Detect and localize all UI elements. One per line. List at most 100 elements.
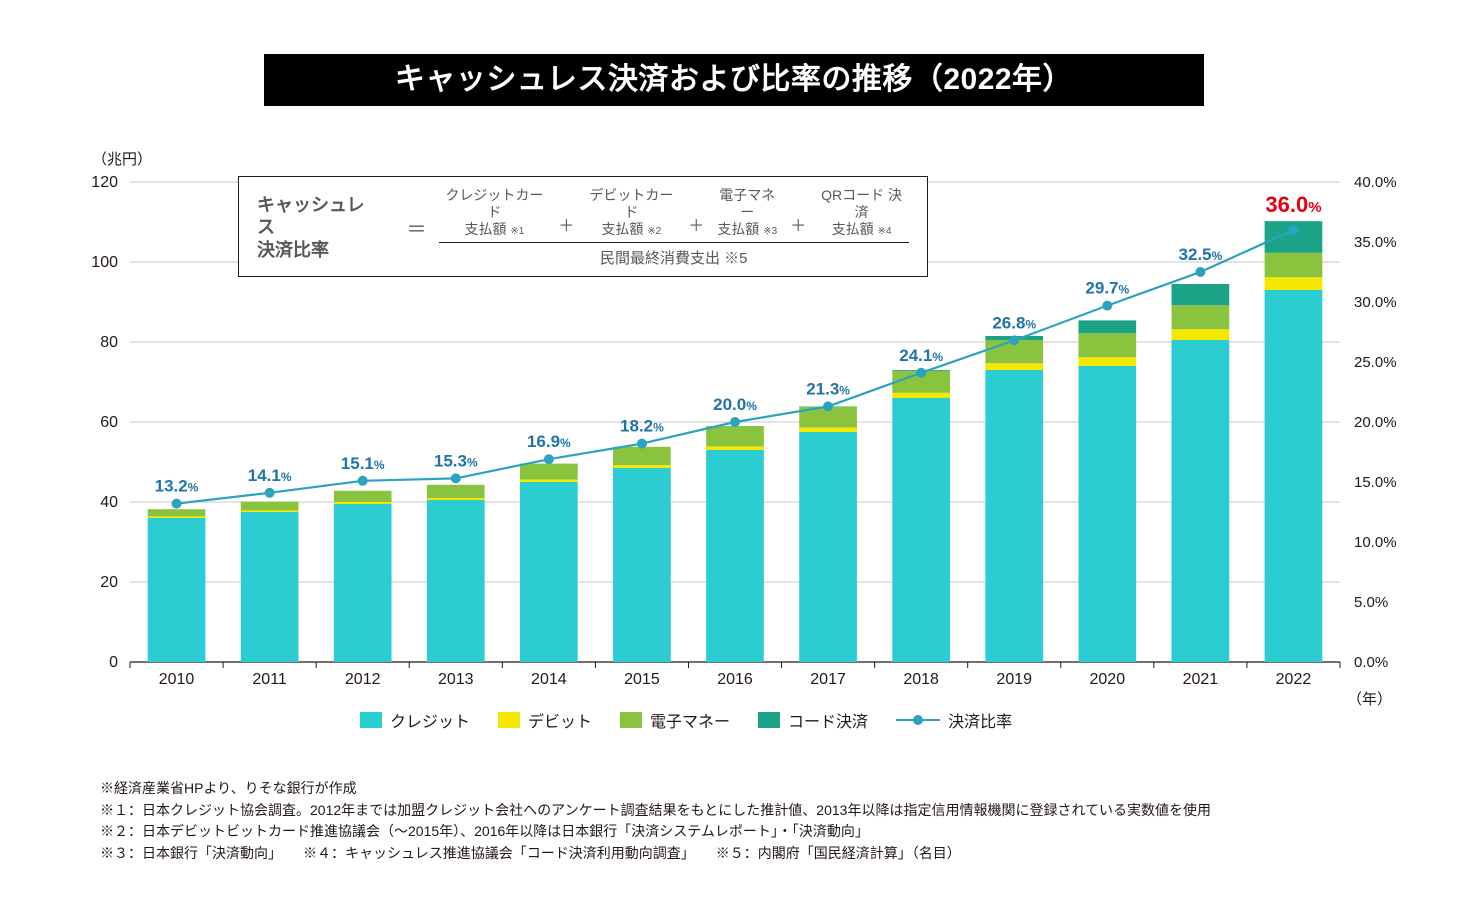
- bar-credit: [1078, 366, 1136, 662]
- bar-debit: [985, 363, 1043, 370]
- footnote-line: ※１：日本クレジット協会調査。2012年までは加盟クレジット会社へのアンケート調…: [100, 800, 1440, 822]
- ratio-label: 13.2%: [155, 477, 199, 496]
- bar-code: [1172, 284, 1230, 305]
- formula: キャッシュレス 決済比率 ＝ クレジットカード支払額 ※1＋デビットカード支払額…: [257, 187, 909, 268]
- formula-fraction: クレジットカード支払額 ※1＋デビットカード支払額 ※2＋電子マネー支払額 ※3…: [439, 187, 909, 268]
- bar-emoney: [148, 509, 206, 516]
- legend-item-line: 決済比率: [896, 708, 1012, 732]
- bar-debit: [1078, 357, 1136, 366]
- ratio-marker: [1102, 301, 1112, 311]
- ratio-marker: [1288, 225, 1298, 235]
- formula-plus: ＋: [790, 212, 806, 238]
- bar-debit: [799, 428, 857, 432]
- footnotes: ※経済産業省HPより、りそな銀行が作成※１：日本クレジット協会調査。2012年ま…: [100, 778, 1440, 865]
- ratio-marker: [358, 476, 368, 486]
- legend-swatch: [620, 712, 642, 728]
- formula-term: デビットカード支払額 ※2: [582, 187, 680, 238]
- footnote-line: ※３：日本銀行「決済動向」 ※４：キャッシュレス推進協議会「コード決済利用動向調…: [100, 843, 1440, 865]
- ratio-label: 32.5%: [1179, 245, 1223, 264]
- bar-code: [1078, 320, 1136, 333]
- left-axis-unit: （兆円）: [92, 148, 152, 169]
- bar-credit: [799, 432, 857, 662]
- x-label: 2013: [438, 671, 474, 688]
- bar-emoney: [1265, 253, 1323, 277]
- legend-label: デビット: [528, 708, 592, 732]
- y-right-label: 40.0%: [1354, 174, 1397, 191]
- chart-area: （兆円） 0204060801001200.0%5.0%10.0%15.0%20…: [50, 140, 1418, 720]
- ratio-marker: [1009, 335, 1019, 345]
- bar-emoney: [427, 485, 485, 498]
- legend-label: クレジット: [390, 708, 470, 732]
- bar-credit: [1265, 290, 1323, 662]
- bar-debit: [892, 393, 950, 398]
- ratio-label: 15.3%: [434, 451, 478, 470]
- y-left-label: 80: [100, 334, 118, 351]
- page-title: キャッシュレス決済および比率の推移（2022年）: [264, 54, 1204, 106]
- bar-debit: [706, 446, 764, 450]
- bar-debit: [1172, 329, 1230, 340]
- bar-debit: [241, 510, 299, 512]
- ratio-label: 14.1%: [248, 466, 292, 485]
- legend-item: デビット: [498, 708, 592, 732]
- footnote-line: ※経済産業省HPより、りそな銀行が作成: [100, 778, 1440, 800]
- ratio-marker: [1195, 267, 1205, 277]
- x-label: 2021: [1183, 671, 1219, 688]
- x-label: 2016: [717, 671, 753, 688]
- y-left-label: 20: [100, 574, 118, 591]
- x-label: 2011: [252, 671, 287, 688]
- bar-emoney: [520, 464, 578, 480]
- bar-emoney: [241, 502, 299, 511]
- formula-den-text: 民間最終消費支出 ※5: [600, 250, 748, 267]
- ratio-label: 21.3%: [806, 379, 850, 398]
- page: キャッシュレス決済および比率の推移（2022年） （兆円） 0204060801…: [0, 0, 1468, 900]
- x-label: 2012: [345, 671, 381, 688]
- legend-swatch: [758, 712, 780, 728]
- ratio-label: 29.7%: [1085, 279, 1129, 298]
- bar-credit: [334, 504, 392, 662]
- x-label: 2015: [624, 671, 660, 688]
- bar-debit: [613, 465, 671, 468]
- y-right-label: 20.0%: [1354, 414, 1397, 431]
- bar-credit: [1172, 340, 1230, 662]
- x-label: 2014: [531, 671, 567, 688]
- bar-emoney: [706, 426, 764, 446]
- x-label: 2020: [1090, 671, 1126, 688]
- legend-line-icon: [896, 719, 940, 721]
- ratio-marker: [265, 488, 275, 498]
- legend-swatch: [498, 712, 520, 728]
- ratio-label: 26.8%: [992, 313, 1036, 332]
- y-right-label: 15.0%: [1354, 474, 1397, 491]
- formula-label: キャッシュレス 決済比率: [257, 194, 383, 262]
- ratio-label: 36.0%: [1265, 192, 1321, 217]
- bar-credit: [241, 512, 299, 662]
- x-label: 2017: [810, 671, 846, 688]
- formula-numerator: クレジットカード支払額 ※1＋デビットカード支払額 ※2＋電子マネー支払額 ※3…: [439, 187, 909, 242]
- bar-emoney: [334, 491, 392, 502]
- formula-label-l1: キャッシュレス: [257, 195, 365, 238]
- x-label: 2019: [996, 671, 1032, 688]
- x-axis-unit: （年）: [1347, 688, 1392, 709]
- ratio-marker: [823, 401, 833, 411]
- formula-term: クレジットカード支払額 ※1: [439, 187, 551, 238]
- y-right-label: 25.0%: [1354, 354, 1397, 371]
- bar-debit: [334, 502, 392, 504]
- ratio-marker: [451, 473, 461, 483]
- bar-debit: [427, 498, 485, 500]
- formula-term: 電子マネー支払額 ※3: [712, 187, 782, 238]
- bar-emoney: [1078, 333, 1136, 357]
- legend: クレジットデビット電子マネーコード決済決済比率: [360, 708, 1012, 732]
- bar-credit: [148, 518, 206, 662]
- y-left-label: 40: [100, 494, 118, 511]
- y-left-label: 100: [91, 254, 118, 271]
- formula-denominator: 民間最終消費支出 ※5: [600, 243, 748, 268]
- ratio-marker: [730, 417, 740, 427]
- formula-label-l2: 決済比率: [257, 240, 329, 260]
- y-left-label: 60: [100, 414, 118, 431]
- y-left-label: 120: [91, 174, 118, 191]
- ratio-label: 15.1%: [341, 454, 385, 473]
- ratio-marker: [172, 499, 182, 509]
- legend-swatch: [360, 712, 382, 728]
- ratio-label: 18.2%: [620, 417, 664, 436]
- formula-box: キャッシュレス 決済比率 ＝ クレジットカード支払額 ※1＋デビットカード支払額…: [238, 176, 928, 277]
- ratio-label: 20.0%: [713, 395, 757, 414]
